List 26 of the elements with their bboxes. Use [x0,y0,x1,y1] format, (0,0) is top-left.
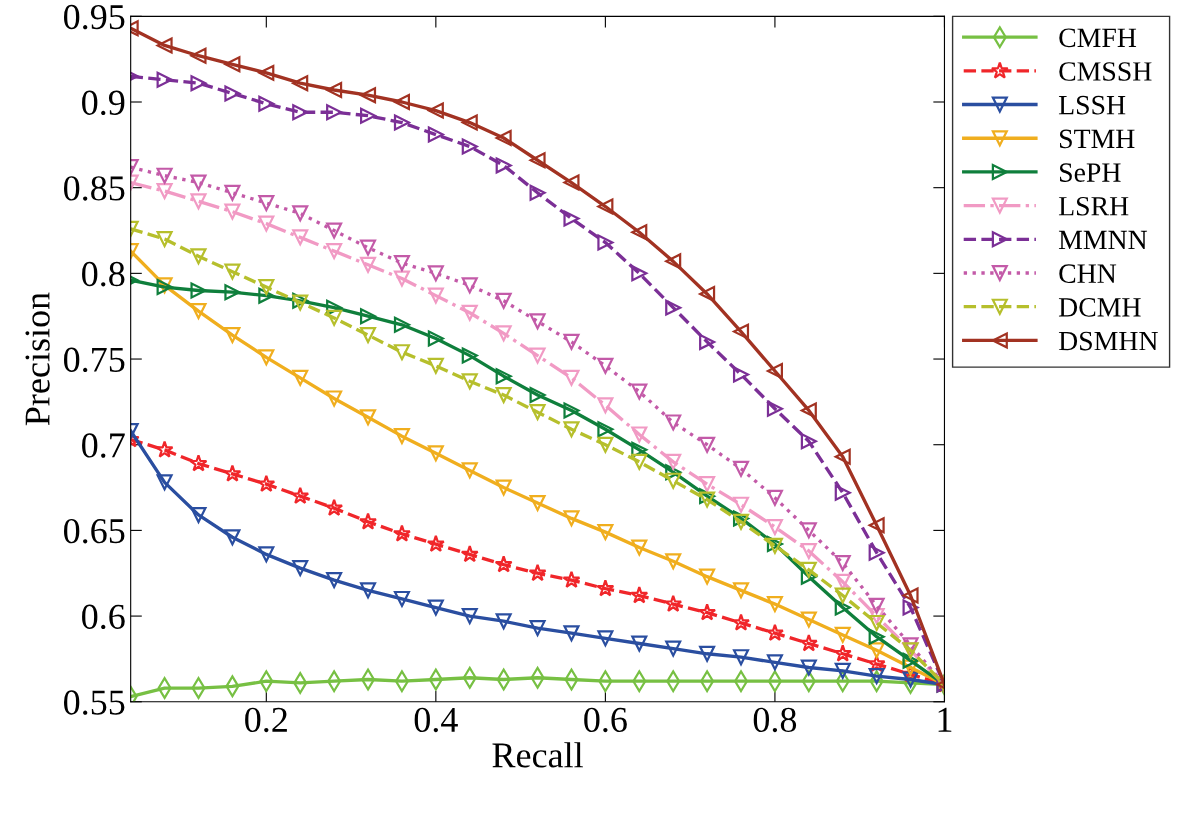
legend-label: CMSSH [1059,62,1152,81]
legend-label: DSMHN [1058,331,1158,351]
y-tick-label: 0.9 [82,90,125,116]
legend-label: SePH [1060,163,1121,182]
y-tick-label: 0.65 [64,518,125,544]
y-tick-label: 0.85 [64,176,125,201]
x-tick-label: 0.6 [584,707,627,733]
x-axis-title: Recall [492,742,583,768]
y-tick-label: 0.55 [64,690,125,715]
legend-label: STMH [1060,129,1135,149]
legend-label: DCMH [1058,298,1141,317]
legend-label: CMFH [1059,28,1137,48]
y-tick-label: 0.8 [82,261,125,287]
legend-label: CHN [1059,264,1117,283]
x-tick-label: 1 [938,707,952,732]
y-tick-label: 0.7 [82,433,125,458]
x-tick-label: 0.4 [414,707,458,733]
x-tick-label: 0.8 [753,707,797,733]
legend-label: MMNN [1058,230,1148,250]
y-tick-label: 0.75 [64,347,125,373]
legend-label: LSRH [1058,196,1129,216]
y-axis-title: Precision [25,292,50,426]
y-tick-label: 0.6 [82,604,125,630]
legend-label: LSSH [1058,95,1126,115]
x-tick-label: 0.2 [245,707,287,733]
y-tick-label: 0.95 [64,4,125,30]
